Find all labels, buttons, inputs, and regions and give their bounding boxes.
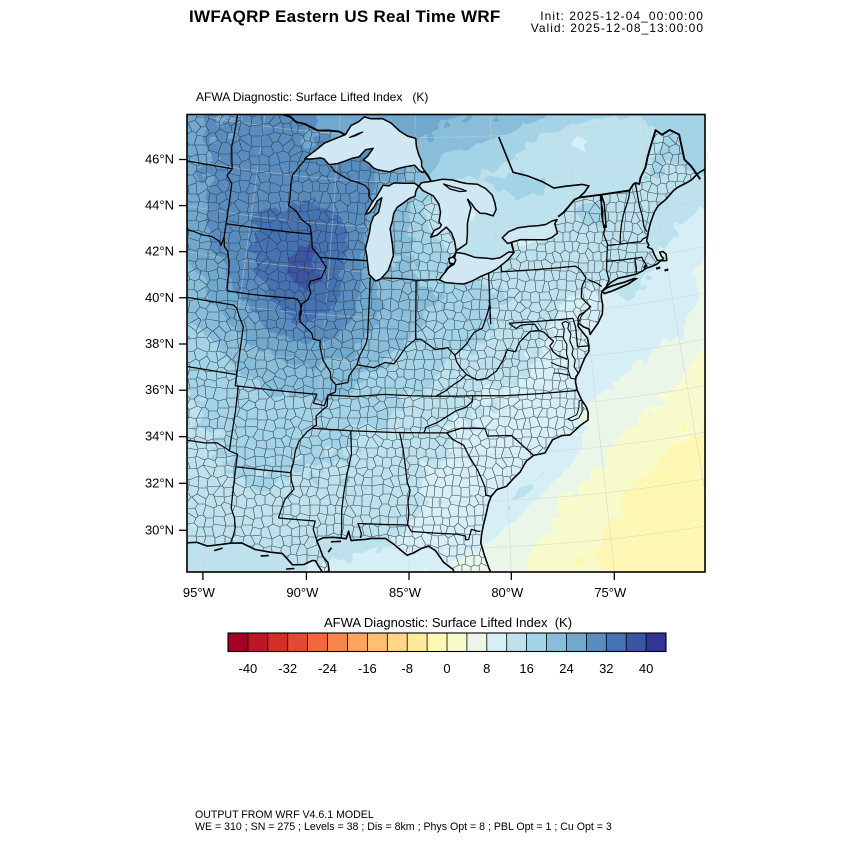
- svg-text:IWFAQRP Eastern US Real Time W: IWFAQRP Eastern US Real Time WRF: [189, 7, 501, 26]
- svg-text:Init: 2025-12-04_00:00:00: Init: 2025-12-04_00:00:00: [540, 9, 704, 23]
- svg-text:AFWA Diagnostic: Surface Lifte: AFWA Diagnostic: Surface Lifted Index (K…: [196, 90, 428, 104]
- svg-text:80°W: 80°W: [491, 585, 524, 600]
- svg-text:24: 24: [559, 661, 573, 676]
- svg-text:-24: -24: [318, 661, 337, 676]
- svg-text:34°N: 34°N: [145, 429, 174, 444]
- svg-text:40°N: 40°N: [145, 290, 174, 305]
- svg-text:85°W: 85°W: [389, 585, 422, 600]
- svg-text:OUTPUT FROM WRF V4.6.1 MODEL: OUTPUT FROM WRF V4.6.1 MODEL: [195, 809, 374, 821]
- svg-text:-16: -16: [358, 661, 377, 676]
- svg-text:44°N: 44°N: [145, 198, 174, 213]
- svg-text:WE = 310 ; SN = 275 ; Levels =: WE = 310 ; SN = 275 ; Levels = 38 ; Dis …: [195, 821, 612, 833]
- svg-text:30°N: 30°N: [145, 522, 174, 537]
- svg-text:32°N: 32°N: [145, 475, 174, 490]
- svg-text:-32: -32: [278, 661, 297, 676]
- svg-text:AFWA Diagnostic: Surface Lifte: AFWA Diagnostic: Surface Lifted Index (K…: [324, 615, 572, 630]
- svg-text:Valid: 2025-12-08_13:00:00: Valid: 2025-12-08_13:00:00: [531, 21, 704, 35]
- svg-text:40: 40: [639, 661, 653, 676]
- svg-text:16: 16: [519, 661, 533, 676]
- svg-text:90°W: 90°W: [286, 585, 319, 600]
- svg-text:8: 8: [483, 661, 490, 676]
- svg-text:75°W: 75°W: [594, 585, 627, 600]
- svg-text:-8: -8: [401, 661, 413, 676]
- svg-text:32: 32: [599, 661, 613, 676]
- svg-text:46°N: 46°N: [145, 152, 174, 167]
- svg-text:38°N: 38°N: [145, 336, 174, 351]
- svg-text:-40: -40: [239, 661, 258, 676]
- svg-text:36°N: 36°N: [145, 382, 174, 397]
- svg-text:42°N: 42°N: [145, 244, 174, 259]
- svg-text:0: 0: [443, 661, 450, 676]
- svg-text:95°W: 95°W: [183, 585, 216, 600]
